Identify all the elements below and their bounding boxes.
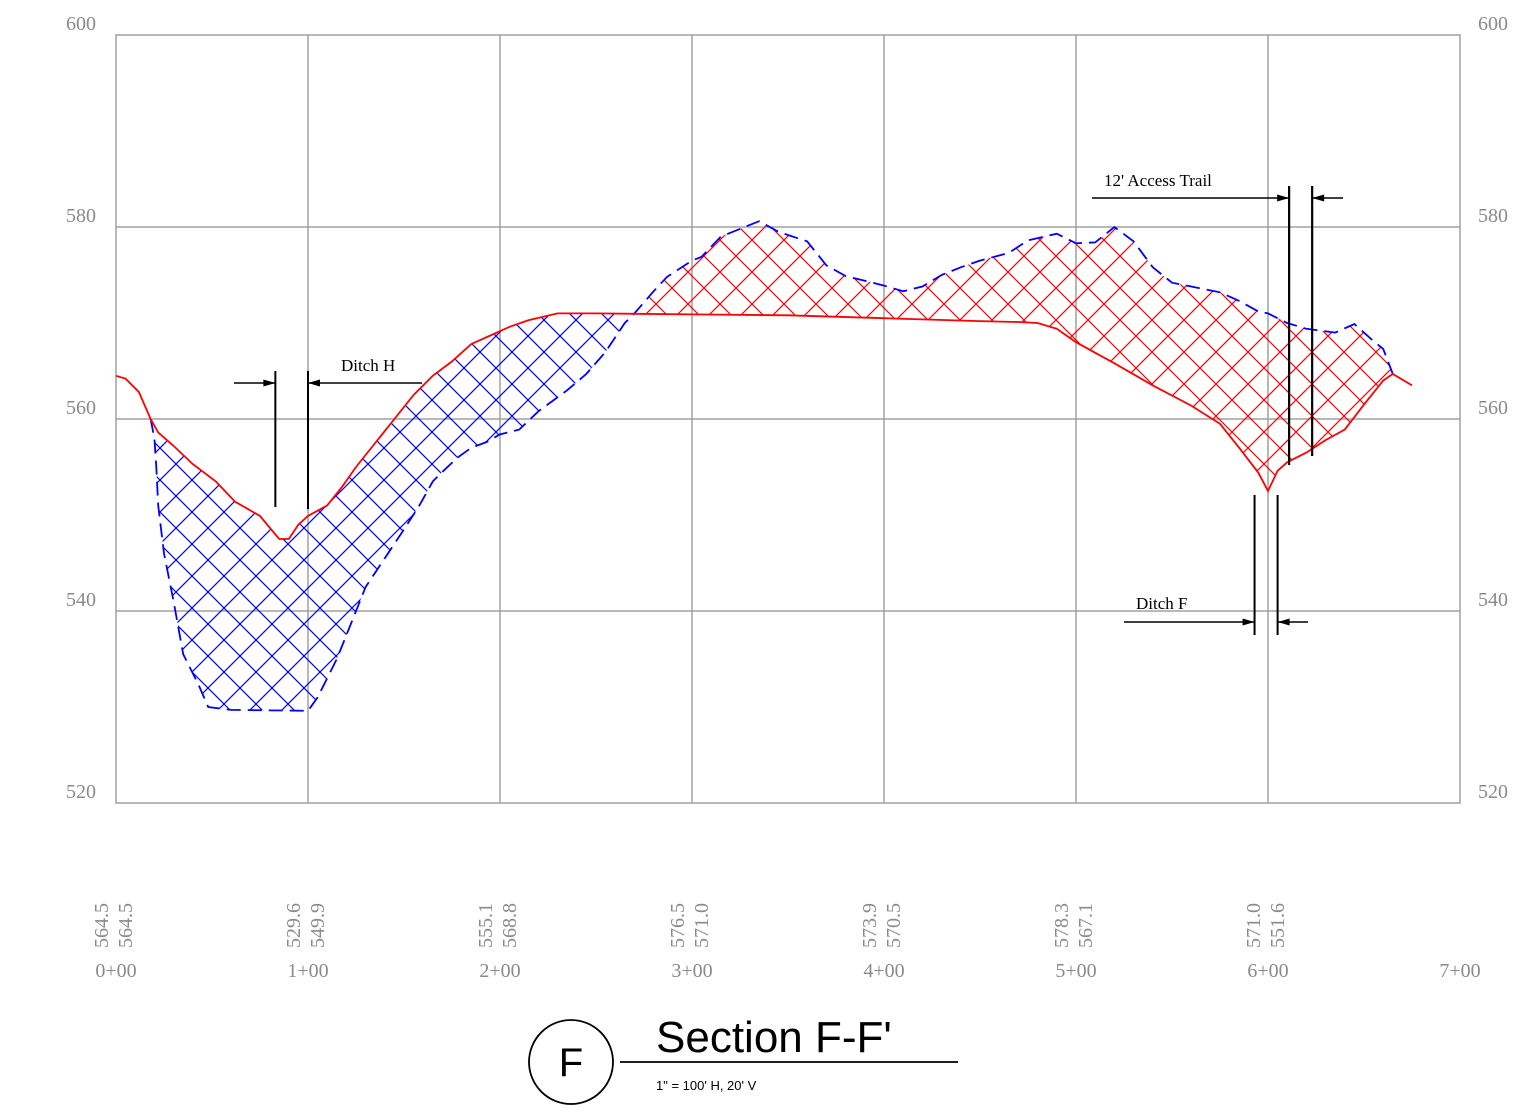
proposed-elevation-label: 564.5 bbox=[115, 903, 137, 948]
ditch-h-arrow bbox=[263, 379, 276, 387]
elevation-tick-label-left: 520 bbox=[66, 781, 96, 803]
ditch-h-arrow bbox=[308, 379, 320, 387]
existing-elevation-label: 564.5 bbox=[91, 903, 113, 948]
station-tick-label: 3+00 bbox=[671, 960, 712, 982]
elevation-tick-label-left: 560 bbox=[66, 397, 96, 419]
proposed-elevation-label: 549.9 bbox=[307, 903, 329, 948]
elevation-tick-label-right: 580 bbox=[1478, 205, 1508, 227]
station-axis-labels: 0+00 1+00 2+00 3+00 4+00 5+00 6+00 7+00 bbox=[95, 960, 1480, 982]
section-title: Section F-F' bbox=[656, 1013, 892, 1062]
elevation-tick-label-right: 560 bbox=[1478, 397, 1508, 419]
elevation-tick-label-left: 580 bbox=[66, 205, 96, 227]
elevation-tick-label-right: 520 bbox=[1478, 781, 1508, 803]
proposed-elevation-label: 551.6 bbox=[1267, 903, 1289, 948]
elevation-tick-label-left: 540 bbox=[66, 589, 96, 611]
station-tick-label: 7+00 bbox=[1439, 960, 1480, 982]
elevation-tick-label-right: 540 bbox=[1478, 589, 1508, 611]
station-tick-label: 5+00 bbox=[1055, 960, 1096, 982]
section-marker-letter: F bbox=[559, 1041, 583, 1085]
cut-region-hatch bbox=[624, 221, 1393, 491]
access-trail-arrow bbox=[1277, 194, 1290, 202]
profile-lines bbox=[115, 220, 1413, 712]
station-tick-label: 6+00 bbox=[1247, 960, 1288, 982]
section-scale: 1" = 100' H, 20' V bbox=[656, 1078, 757, 1093]
dimension-callouts: Ditch H 12' Access Trail Ditch F bbox=[234, 171, 1343, 635]
fill-region-hatch bbox=[150, 313, 625, 711]
proposed-elevation-label: 568.8 bbox=[499, 903, 521, 948]
cut-fill-hatching bbox=[150, 221, 1393, 711]
existing-elevation-label: 573.9 bbox=[859, 903, 881, 948]
access-trail-label: 12' Access Trail bbox=[1104, 171, 1212, 190]
station-tick-label: 1+00 bbox=[287, 960, 328, 982]
station-elevation-labels: 564.5 564.5 529.6 549.9 555.1 568.8 576.5 571.0… bbox=[91, 903, 1289, 948]
existing-elevation-label: 576.5 bbox=[667, 903, 689, 948]
ditch-f-label: Ditch F bbox=[1136, 594, 1187, 613]
existing-elevation-label: 555.1 bbox=[475, 903, 497, 948]
station-tick-label: 2+00 bbox=[479, 960, 520, 982]
elevation-tick-label-left: 600 bbox=[66, 13, 96, 35]
ditch-h-label: Ditch H bbox=[341, 356, 395, 375]
proposed-grade-line bbox=[115, 312, 1413, 540]
existing-elevation-label: 571.0 bbox=[1243, 903, 1265, 948]
existing-ground-line bbox=[149, 220, 1394, 712]
title-block: F Section F-F' 1" = 100' H, 20' V bbox=[528, 1013, 958, 1105]
proposed-elevation-label: 571.0 bbox=[691, 903, 713, 948]
existing-elevation-label: 578.3 bbox=[1051, 903, 1073, 948]
elevation-tick-label-right: 600 bbox=[1478, 13, 1508, 35]
ditch-f-arrow bbox=[1277, 618, 1290, 626]
existing-elevation-label: 529.6 bbox=[283, 903, 305, 948]
proposed-elevation-label: 570.5 bbox=[883, 903, 905, 948]
access-trail-arrow bbox=[1312, 194, 1325, 202]
elevation-axis-labels: 600 600 580 580 560 560 540 540 520 520 bbox=[66, 13, 1508, 803]
station-tick-label: 4+00 bbox=[863, 960, 904, 982]
station-tick-label: 0+00 bbox=[95, 960, 136, 982]
section-marker-circle bbox=[528, 1019, 614, 1105]
proposed-elevation-label: 567.1 bbox=[1075, 903, 1097, 948]
ditch-f-arrow bbox=[1242, 618, 1255, 626]
